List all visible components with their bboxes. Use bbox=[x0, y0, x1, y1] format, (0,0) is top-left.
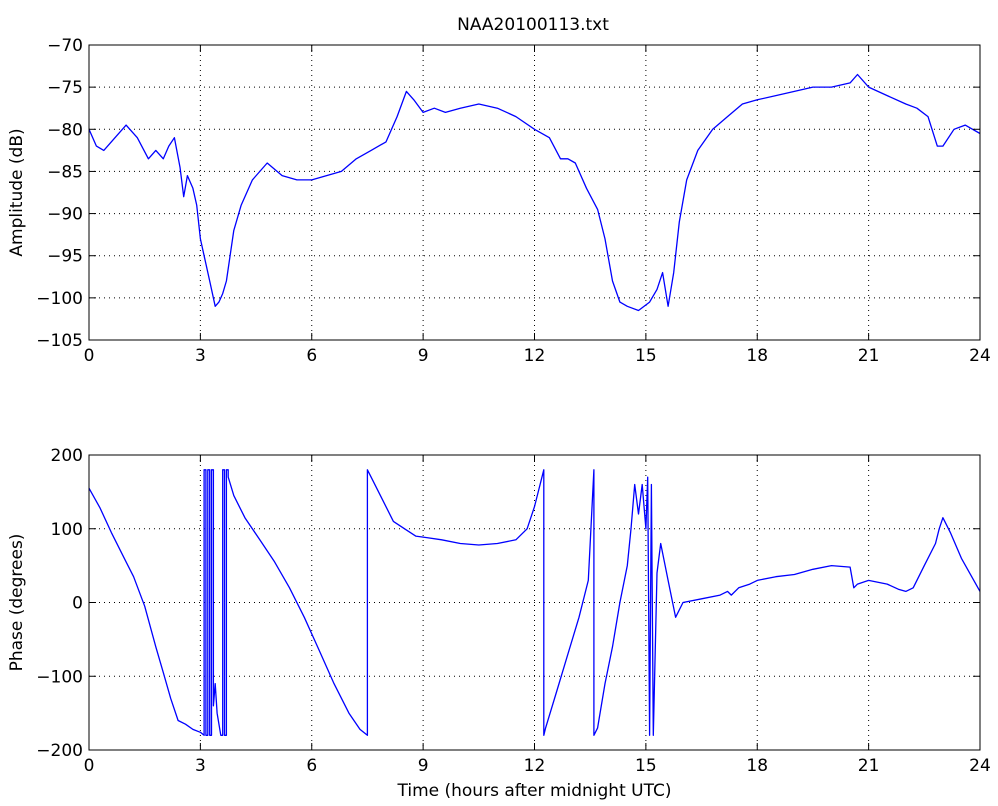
phase-xtick-label: 6 bbox=[306, 756, 317, 776]
chart-title: NAA20100113.txt bbox=[457, 15, 609, 35]
amplitude-xtick-label: 6 bbox=[306, 346, 317, 366]
amplitude-ytick-label: −105 bbox=[36, 331, 83, 351]
phase-ytick-label: 200 bbox=[51, 446, 83, 466]
phase-ytick-label: 0 bbox=[72, 594, 83, 614]
amplitude-xtick-label: 15 bbox=[635, 346, 657, 366]
phase-xtick-label: 9 bbox=[418, 756, 429, 776]
phase-xtick-label: 24 bbox=[969, 756, 991, 776]
amplitude-panel: 0 3 6 9 12 15 18 21 24 −105 −100 −95 −90 −85 −80 −75 −70… bbox=[7, 36, 991, 366]
phase-ytick-label: −200 bbox=[36, 741, 83, 761]
amplitude-ytick-label: −70 bbox=[47, 36, 83, 56]
phase-ytick-label: −100 bbox=[36, 667, 83, 687]
phase-xtick-label: 18 bbox=[746, 756, 768, 776]
amplitude-xtick-label: 24 bbox=[969, 346, 991, 366]
phase-xtick-label: 21 bbox=[858, 756, 880, 776]
phase-ylabel: Phase (degrees) bbox=[7, 534, 27, 672]
amplitude-ylabel: Amplitude (dB) bbox=[7, 128, 27, 256]
phase-xtick-label: 3 bbox=[195, 756, 206, 776]
amplitude-xtick-label: 9 bbox=[418, 346, 429, 366]
phase-series-line bbox=[88, 469, 981, 736]
phase-xtick-label: 12 bbox=[524, 756, 546, 776]
amplitude-ytick-label: −80 bbox=[47, 120, 83, 140]
phase-panel: 0 3 6 9 12 15 18 21 24 −200 −100 0 100 200 Phase (degr… bbox=[7, 446, 991, 801]
amplitude-series-line bbox=[88, 73, 981, 312]
amplitude-xtick-label: 18 bbox=[746, 346, 768, 366]
amplitude-xtick-label: 0 bbox=[84, 346, 95, 366]
amplitude-xtick-label: 21 bbox=[858, 346, 880, 366]
phase-xtick-label: 15 bbox=[635, 756, 657, 776]
amplitude-ytick-label: −75 bbox=[47, 78, 83, 98]
amplitude-xtick-label: 12 bbox=[524, 346, 546, 366]
amplitude-ytick-label: −90 bbox=[47, 205, 83, 225]
phase-xlabel: Time (hours after midnight UTC) bbox=[396, 781, 671, 801]
phase-ytick-label: 100 bbox=[51, 520, 83, 540]
amplitude-ytick-label: −100 bbox=[36, 289, 83, 309]
amplitude-ytick-label: −85 bbox=[47, 162, 83, 182]
amplitude-ytick-label: −95 bbox=[47, 247, 83, 267]
amplitude-xtick-label: 3 bbox=[195, 346, 206, 366]
phase-xtick-label: 0 bbox=[84, 756, 95, 776]
